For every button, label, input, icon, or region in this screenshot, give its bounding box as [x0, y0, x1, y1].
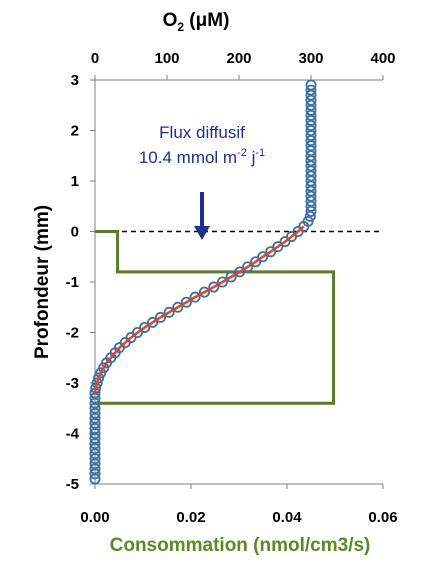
o2-point — [242, 261, 254, 273]
y-tick-label: -2 — [66, 325, 79, 342]
o2-point — [163, 306, 175, 318]
o2-point — [234, 266, 246, 278]
fit-curve — [93, 225, 305, 394]
o2-point — [305, 89, 317, 101]
y-tick-label: 2 — [71, 123, 79, 140]
o2-point — [89, 438, 101, 450]
bottom-tick-label: 0.00 — [80, 509, 109, 526]
o2-point — [265, 246, 277, 258]
o2-point — [89, 392, 101, 404]
bottom-tick-label: 0.06 — [368, 509, 397, 526]
o2-point — [305, 104, 317, 116]
y-tick-label: -4 — [66, 426, 80, 443]
o2-point — [139, 321, 151, 333]
o2-point — [305, 94, 317, 106]
y-tick-label: 3 — [71, 72, 79, 89]
y-tick-label: -1 — [66, 274, 79, 291]
o2-point — [216, 276, 228, 288]
o2-point — [305, 140, 317, 152]
y-tick-label: -3 — [66, 375, 79, 392]
top-tick-label: 100 — [154, 50, 179, 67]
flux-label-line2: 10.4 mmol m-2 j-1 — [139, 147, 265, 167]
o2-point — [89, 468, 101, 480]
down-arrow-icon — [194, 192, 210, 240]
o2-point — [198, 286, 210, 298]
o2-point — [89, 433, 101, 445]
top-tick-label: 200 — [226, 50, 251, 67]
o2-points — [89, 79, 317, 485]
o2-point — [257, 251, 269, 263]
o2-point — [305, 205, 317, 217]
o2-point — [89, 412, 101, 424]
o2-point — [305, 119, 317, 131]
o2-point — [305, 160, 317, 172]
o2-point — [89, 427, 101, 439]
y-tick-label: 0 — [71, 224, 79, 241]
o2-point — [305, 135, 317, 147]
o2-point — [305, 155, 317, 167]
o2-point — [225, 271, 237, 283]
o2-point — [305, 79, 317, 91]
y-axis-ticks: 3 2 1 0 -1 -2 -3 -4 -5 — [66, 72, 95, 493]
bottom-tick-label: 0.04 — [272, 509, 302, 526]
o2-point — [305, 109, 317, 121]
o2-point — [250, 256, 262, 268]
o2-point — [147, 316, 159, 328]
o2-point — [305, 99, 317, 111]
o2-point — [89, 453, 101, 465]
top-axis-ticks: 0 100 200 300 400 — [91, 50, 396, 80]
o2-point — [208, 281, 220, 293]
flux-label-line1: Flux diffusif — [159, 123, 245, 142]
o2-point — [305, 195, 317, 207]
o2-point — [305, 170, 317, 182]
o2-point — [305, 150, 317, 162]
o2-point — [305, 200, 317, 212]
o2-point — [305, 130, 317, 142]
top-tick-label: 300 — [298, 50, 323, 67]
bottom-tick-label: 0.02 — [176, 509, 205, 526]
o2-point — [155, 311, 167, 323]
y-axis-title: Profondeur (mm) — [32, 205, 53, 359]
o2-point — [305, 180, 317, 192]
o2-point — [89, 407, 101, 419]
o2-point — [89, 417, 101, 429]
o2-point — [91, 377, 103, 389]
bottom-axis-title: Consommation (nmol/cm3/s) — [110, 535, 371, 556]
o2-point — [93, 372, 105, 384]
top-axis-title: O2 (μM) — [163, 10, 230, 34]
o2-point — [272, 241, 284, 253]
y-tick-label: -5 — [66, 476, 79, 493]
o2-point — [180, 296, 192, 308]
o2-point — [305, 145, 317, 157]
o2-point — [305, 190, 317, 202]
o2-point — [89, 443, 101, 455]
o2-point — [305, 165, 317, 177]
top-tick-label: 0 — [91, 50, 99, 67]
o2-point — [305, 185, 317, 197]
o2-point — [305, 84, 317, 96]
o2-point — [95, 367, 107, 379]
o2-point — [89, 473, 101, 485]
o2-point — [89, 463, 101, 475]
o2-point — [89, 402, 101, 414]
o2-point — [305, 125, 317, 137]
o2-point — [304, 210, 316, 222]
o2-point — [89, 458, 101, 470]
o2-point — [172, 301, 184, 313]
bottom-axis-ticks: 0.00 0.02 0.04 0.06 — [80, 484, 398, 526]
o2-point — [189, 291, 201, 303]
o2-point — [279, 236, 291, 248]
consumption-profile-line — [95, 230, 336, 405]
y-tick-label: 1 — [71, 173, 79, 190]
o2-point — [305, 114, 317, 126]
o2-point — [305, 175, 317, 187]
top-tick-label: 400 — [370, 50, 395, 67]
